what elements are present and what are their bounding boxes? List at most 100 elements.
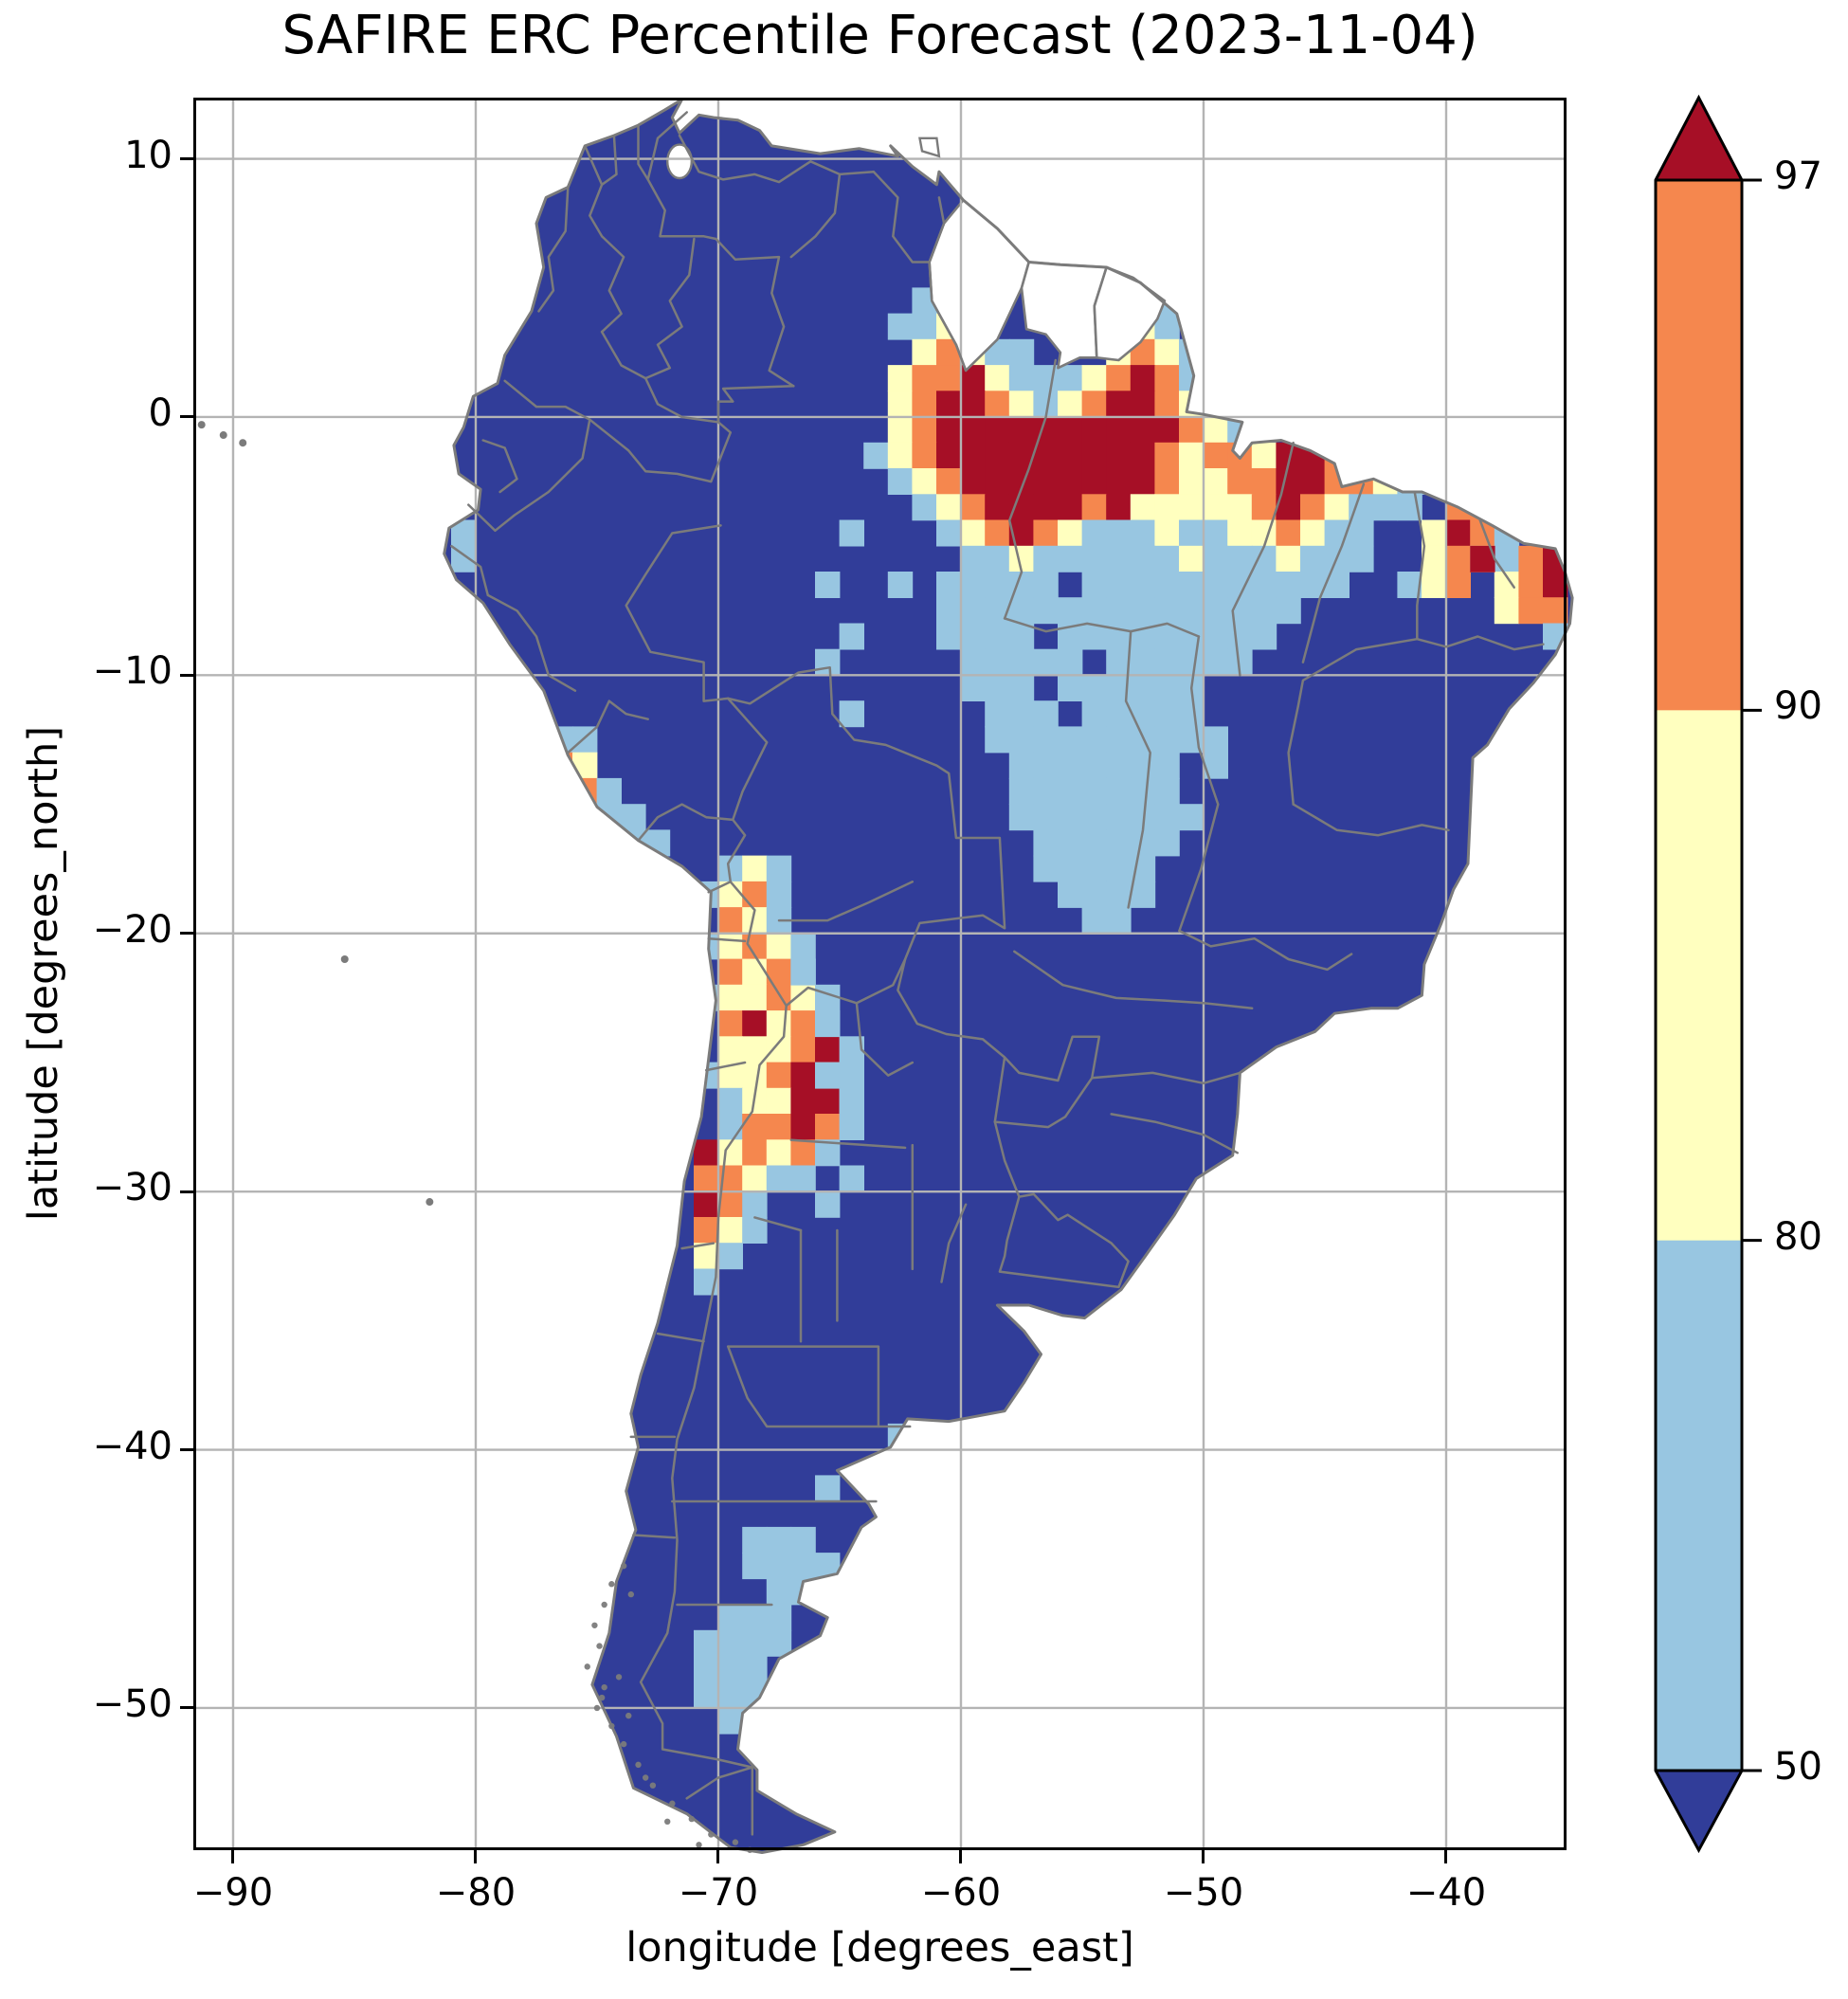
- raster-cell: [1008, 597, 1035, 625]
- admin-border: [1013, 950, 1254, 1010]
- raster-cell: [887, 572, 914, 598]
- raster-cell: [717, 1036, 743, 1063]
- raster-cell: [960, 572, 986, 598]
- raster-cell: [815, 1114, 841, 1140]
- raster-cell: [960, 597, 986, 625]
- raster-cell: [742, 1139, 768, 1167]
- raster-cell: [1081, 804, 1107, 831]
- raster-cell: [1445, 519, 1471, 547]
- raster-cell: [742, 1629, 768, 1657]
- raster-cell: [985, 648, 1010, 676]
- raster-cell: [790, 1139, 816, 1167]
- raster-cell: [742, 1036, 768, 1063]
- admin-border: [637, 803, 734, 842]
- raster-cell: [1008, 391, 1035, 418]
- fjord-dot: [669, 1800, 676, 1807]
- admin-border: [450, 544, 490, 597]
- x-tick-mark: [231, 1850, 235, 1863]
- raster-cell: [1081, 391, 1107, 418]
- admin-border: [583, 144, 625, 334]
- raster-cell: [912, 416, 937, 444]
- raster-cell: [1518, 545, 1544, 572]
- raster-cell: [863, 442, 889, 469]
- raster-cell: [1179, 648, 1205, 676]
- raster-cell: [1203, 648, 1228, 676]
- raster-cell: [985, 572, 1010, 598]
- raster-cell: [839, 1165, 864, 1192]
- raster-cell: [1081, 881, 1107, 908]
- fjord-dot: [601, 1601, 607, 1608]
- raster-cell: [1130, 777, 1156, 805]
- y-tick-label: 10: [124, 133, 172, 177]
- y-tick-label: −40: [92, 1424, 172, 1468]
- y-tick-label: −30: [92, 1166, 172, 1210]
- y-tick-mark: [180, 1706, 193, 1710]
- y-axis-label: latitude [degrees_north]: [20, 725, 67, 1222]
- raster-cell: [1179, 494, 1205, 521]
- admin-border: [678, 134, 876, 184]
- raster-cell: [1033, 648, 1059, 676]
- raster-cell: [936, 623, 962, 650]
- raster-cell: [912, 442, 937, 469]
- raster-cell: [815, 1087, 841, 1115]
- raster-cell: [1033, 777, 1059, 805]
- y-tick-mark: [180, 673, 193, 677]
- raster-cell: [766, 1139, 792, 1167]
- raster-cell: [1008, 648, 1035, 676]
- colorbar-segment: [1656, 710, 1742, 1242]
- x-tick-label: −60: [920, 1871, 1002, 1915]
- raster-cell: [742, 1656, 768, 1683]
- raster-cell: [1106, 391, 1132, 418]
- raster-cell: [694, 1681, 719, 1709]
- admin-border: [1110, 1113, 1240, 1154]
- colorbar-arrow-top: [1656, 98, 1742, 180]
- raster-cell: [1058, 804, 1083, 831]
- raster-cell: [766, 984, 792, 1011]
- admin-border: [940, 1203, 968, 1283]
- raster-cell: [1154, 777, 1180, 805]
- x-tick-label: −50: [1163, 1871, 1244, 1915]
- raster-cell: [1154, 572, 1180, 598]
- raster-cell: [1058, 752, 1083, 779]
- admin-border: [625, 524, 730, 702]
- raster-cell: [839, 1087, 864, 1115]
- raster-cell: [766, 1681, 792, 1709]
- raster-cell: [1058, 726, 1083, 754]
- raster-cell: [936, 597, 962, 625]
- raster-cell: [1106, 881, 1132, 908]
- raster-cell: [766, 881, 792, 908]
- raster-cell: [1058, 597, 1083, 625]
- raster-cell: [1154, 338, 1180, 366]
- fjord-dot: [620, 1740, 627, 1748]
- admin-border: [486, 593, 577, 692]
- raster-cell: [742, 1681, 768, 1709]
- raster-cell: [1008, 338, 1035, 366]
- raster-cell: [766, 1629, 792, 1657]
- raster-cell: [717, 1707, 743, 1735]
- raster-cell: [742, 1604, 768, 1631]
- colorbar-arrow-bottom: [1656, 1771, 1742, 1850]
- raster-cell: [742, 1553, 768, 1580]
- fjord-dot: [708, 1831, 715, 1838]
- raster-cell: [1081, 597, 1107, 625]
- raster-cell: [717, 1190, 743, 1218]
- fjord-dot: [664, 1818, 671, 1826]
- raster-cell: [1058, 365, 1083, 392]
- raster-cell: [1203, 391, 1228, 418]
- fjord-dot: [598, 1694, 606, 1701]
- raster-cell: [572, 804, 598, 831]
- raster-cell: [1300, 494, 1326, 521]
- raster-cell: [1300, 519, 1326, 547]
- raster-cell: [742, 1190, 768, 1218]
- raster-cell: [1106, 752, 1132, 779]
- raster-cell: [1445, 572, 1471, 598]
- raster-cell: [790, 958, 816, 986]
- raster-cell: [1203, 494, 1228, 521]
- raster-cell: [1179, 597, 1205, 625]
- raster-cell: [1227, 494, 1253, 521]
- raster-cell: [694, 1629, 719, 1657]
- raster-cell: [1130, 365, 1156, 392]
- raster-cell: [985, 391, 1010, 418]
- raster-cell: [1008, 416, 1035, 444]
- raster-cell: [1422, 468, 1447, 495]
